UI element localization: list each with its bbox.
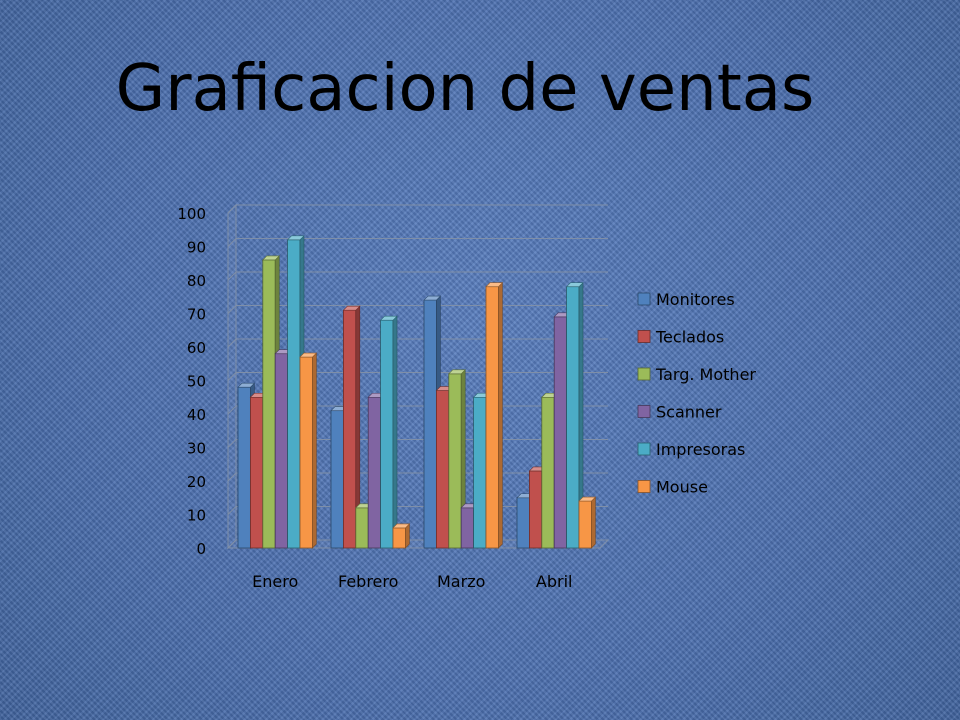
legend-label: Impresoras [656,440,745,459]
legend-swatch [637,480,651,493]
y-tick-label: 70 [187,306,206,324]
y-tick-label: 20 [187,473,206,491]
x-axis-labels: Enero Febrero Marzo Abril [252,572,572,591]
gridline [227,338,608,348]
y-tick-label: 60 [187,339,206,357]
legend-swatch [637,367,651,381]
legend-label: Scanner [656,403,722,422]
legend-label: Targ. Mother [655,365,756,384]
y-tick-label: 40 [187,406,206,424]
x-tick-label: Enero [252,572,298,591]
y-tick-label: 80 [187,272,206,290]
bar [565,281,584,549]
x-tick-label: Abril [536,572,573,591]
bar [299,352,318,549]
legend-item: Teclados [637,328,724,347]
y-tick-label: 50 [187,373,206,391]
legend-label: Monitores [656,290,735,309]
gridline [227,271,608,281]
gridline [227,238,608,247]
legend-item: Mouse [637,478,708,497]
gridline [227,372,608,381]
bar [485,281,504,549]
legend-swatch [637,442,651,456]
gridline [227,305,608,314]
y-tick-label: 100 [177,205,206,223]
x-tick-label: Marzo [437,572,485,591]
legend-label: Mouse [656,478,708,497]
chart-bars [237,235,597,549]
legend-swatch [637,292,651,306]
y-tick-label: 30 [187,440,206,458]
y-tick-label: 90 [187,239,206,257]
legend-label: Teclados [655,328,724,347]
y-tick-label: 10 [187,507,206,525]
legend-swatch [637,405,651,418]
bar [379,315,398,549]
legend-swatch [637,330,651,343]
legend-item: Impresoras [637,440,745,459]
legend-item: Targ. Mother [637,365,756,384]
legend-item: Monitores [637,290,735,309]
y-tick-label: 0 [196,540,206,558]
y-axis-ticks: 0 10 20 30 40 50 60 70 80 90 100 [177,205,206,558]
bar [578,496,597,549]
legend-item: Scanner [637,403,722,422]
x-tick-label: Febrero [338,572,398,591]
bar [392,523,411,549]
gridline [227,204,608,214]
slide-title: Graficacion de ventas [115,52,815,126]
chart-legend: Monitores Teclados Targ. Mother Scanner Impr… [637,290,756,497]
